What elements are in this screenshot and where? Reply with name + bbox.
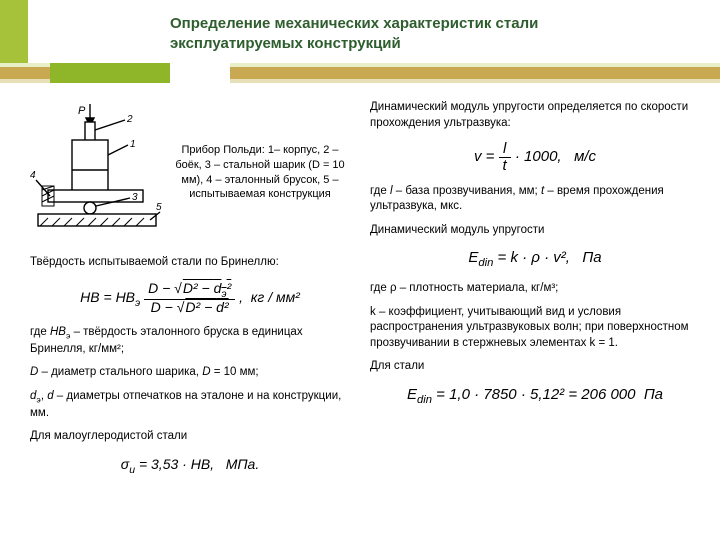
d2-note: dэ, d – диаметры отпечатков на эталоне и…	[30, 389, 350, 421]
hb-note: где HBэ – твёрдость эталонного бруска в …	[30, 325, 350, 357]
dyn-mod-label: Динамический модуль упругости	[370, 223, 700, 239]
for-steel: Для стали	[370, 359, 700, 375]
svg-text:2: 2	[126, 114, 133, 125]
sigma-formula: σи = 3,53 · HB, МПа.	[30, 455, 350, 477]
rho-note: где ρ – плотность материала, кг/м³;	[370, 281, 700, 297]
svg-text:5: 5	[156, 202, 162, 213]
decorative-ribbon	[0, 63, 720, 95]
content: P	[0, 100, 720, 540]
k-note: k – коэффициент, учитывающий вид и услов…	[370, 305, 700, 352]
v-note: где l – база прозвучивания, мм; t – врем…	[370, 184, 700, 215]
dyn-heading: Динамический модуль упругости определяет…	[370, 100, 700, 131]
diagram-caption: Прибор Польди: 1– корпус, 2 – боёк, 3 – …	[175, 143, 345, 202]
hb-units: кг / мм²	[251, 288, 300, 304]
d-note: D – диаметр стального шарика, D = 10 мм;	[30, 365, 350, 381]
svg-text:P: P	[78, 105, 86, 117]
title-line-2: эксплуатируемых конструкций	[170, 35, 401, 52]
svg-text:3: 3	[132, 192, 138, 203]
accent-bar	[0, 0, 28, 63]
title-line-1: Определение механических характеристик с…	[170, 15, 538, 32]
hb-formula: HB = HBэ D − √D² − dэ² D − √D² − d² , кг…	[30, 281, 350, 316]
poldi-device-diagram: P	[30, 100, 165, 245]
header: Определение механических характеристик с…	[0, 0, 720, 95]
low-c-steel: Для малоуглеродистой стали	[30, 429, 350, 445]
e-formula: Edin = k · ρ · v², Па	[370, 248, 700, 271]
page-title: Определение механических характеристик с…	[170, 14, 538, 53]
right-column: Динамический модуль упругости определяет…	[370, 100, 700, 418]
svg-text:1: 1	[130, 139, 136, 150]
e-calc: Edin = 1,0 · 7850 · 5,12² = 206 000 Па	[370, 385, 700, 408]
v-formula: v = l t · 1000, м/с	[370, 141, 700, 174]
left-column: P	[30, 100, 350, 487]
hardness-heading: Твёрдость испытываемой стали по Бринеллю…	[30, 255, 350, 271]
svg-text:4: 4	[30, 170, 36, 181]
